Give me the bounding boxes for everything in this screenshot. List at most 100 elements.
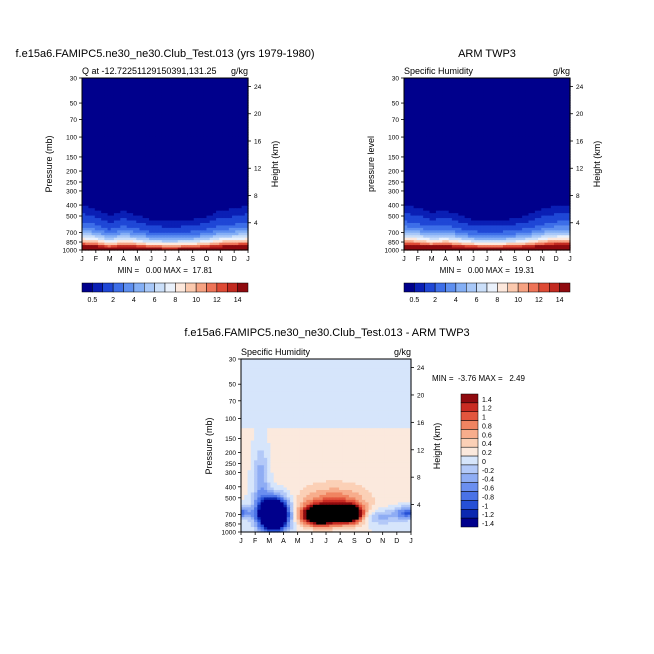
heat-cell	[149, 154, 153, 158]
model-ytick-right-label: 12	[254, 166, 262, 173]
heat-cell	[168, 225, 172, 229]
heat-cell	[161, 97, 166, 101]
heat-cell	[101, 90, 105, 94]
heat-cell	[120, 210, 125, 214]
heat-cell	[228, 188, 233, 192]
heat-cell	[155, 159, 160, 163]
model-ytick-label: 50	[70, 101, 78, 108]
heat-cell	[88, 230, 93, 234]
heat-cell	[219, 82, 224, 86]
heat-cell	[550, 102, 555, 106]
heat-cell	[429, 82, 434, 86]
heat-cell	[483, 95, 488, 99]
heat-cell	[120, 122, 125, 126]
heat-cell	[238, 129, 243, 133]
heat-cell	[560, 119, 565, 123]
heat-cell	[155, 141, 160, 145]
heat-cell	[174, 237, 179, 241]
heat-cell	[206, 222, 211, 227]
heat-cell	[171, 191, 176, 195]
heat-cell	[136, 240, 141, 244]
heat-cell	[85, 127, 89, 131]
heat-cell	[139, 230, 144, 234]
heat-cell	[158, 129, 163, 133]
heat-cell	[219, 188, 224, 192]
heat-cell	[155, 235, 160, 239]
heat-cell	[235, 87, 240, 91]
heat-cell	[547, 109, 552, 113]
heat-cell	[168, 237, 172, 241]
heat-cell	[541, 109, 546, 113]
heat-cell	[126, 109, 131, 113]
heat-cell	[145, 151, 150, 155]
heat-cell	[241, 78, 246, 82]
heat-cell	[423, 82, 427, 86]
heat-cell	[94, 154, 99, 158]
heat-cell	[168, 129, 172, 133]
heat-cell	[534, 100, 539, 104]
heat-cell	[193, 139, 198, 143]
heat-cell	[244, 80, 249, 84]
heat-cell	[152, 227, 157, 231]
heat-cell	[161, 90, 166, 94]
heat-cell	[142, 124, 147, 128]
heat-cell	[241, 225, 246, 229]
heat-cell	[117, 95, 121, 99]
heat-cell	[110, 188, 115, 192]
heat-cell	[483, 80, 488, 84]
heat-cell	[534, 124, 539, 128]
heat-cell	[174, 227, 179, 231]
heat-cell	[222, 188, 227, 192]
heat-cell	[193, 87, 198, 91]
heat-cell	[493, 100, 498, 104]
heat-cell	[180, 90, 185, 94]
heat-cell	[487, 119, 491, 123]
heat-cell	[174, 90, 179, 94]
heat-cell	[133, 247, 137, 251]
heat-cell	[487, 114, 491, 118]
heat-cell	[110, 208, 115, 212]
heat-cell	[404, 122, 408, 126]
heat-cell	[206, 87, 211, 91]
heat-cell	[225, 230, 230, 234]
heat-cell	[490, 119, 494, 123]
heat-cell	[238, 193, 243, 197]
heat-cell	[480, 132, 485, 136]
heat-cell	[238, 198, 243, 202]
heat-cell	[104, 237, 109, 241]
heat-cell	[196, 100, 201, 104]
heat-cell	[554, 90, 558, 94]
heat-cell	[557, 85, 562, 89]
heat-cell	[110, 109, 115, 113]
heat-cell	[244, 117, 249, 121]
heat-cell	[82, 90, 86, 94]
heat-cell	[142, 139, 147, 143]
heat-cell	[531, 100, 536, 104]
heat-cell	[439, 87, 443, 91]
heat-cell	[149, 208, 153, 212]
heat-cell	[85, 117, 89, 121]
heat-cell	[133, 129, 137, 133]
heat-cell	[190, 193, 195, 197]
heat-cell	[168, 181, 172, 185]
heat-cell	[228, 129, 233, 133]
heat-cell	[180, 171, 185, 175]
heat-cell	[528, 105, 533, 109]
heat-cell	[126, 173, 131, 177]
heat-cell	[499, 97, 504, 101]
heat-cell	[117, 181, 121, 185]
heat-cell	[534, 85, 539, 89]
heat-cell	[203, 232, 208, 236]
heat-cell	[120, 200, 125, 204]
heat-cell	[531, 78, 536, 82]
heat-cell	[550, 82, 555, 86]
heat-cell	[97, 166, 102, 170]
heat-cell	[407, 109, 411, 113]
heat-cell	[177, 154, 182, 158]
heat-cell	[82, 151, 86, 155]
heat-cell	[193, 78, 198, 82]
heat-cell	[174, 176, 179, 180]
heat-cell	[177, 109, 182, 113]
heat-cell	[461, 87, 466, 91]
heat-cell	[244, 168, 249, 172]
